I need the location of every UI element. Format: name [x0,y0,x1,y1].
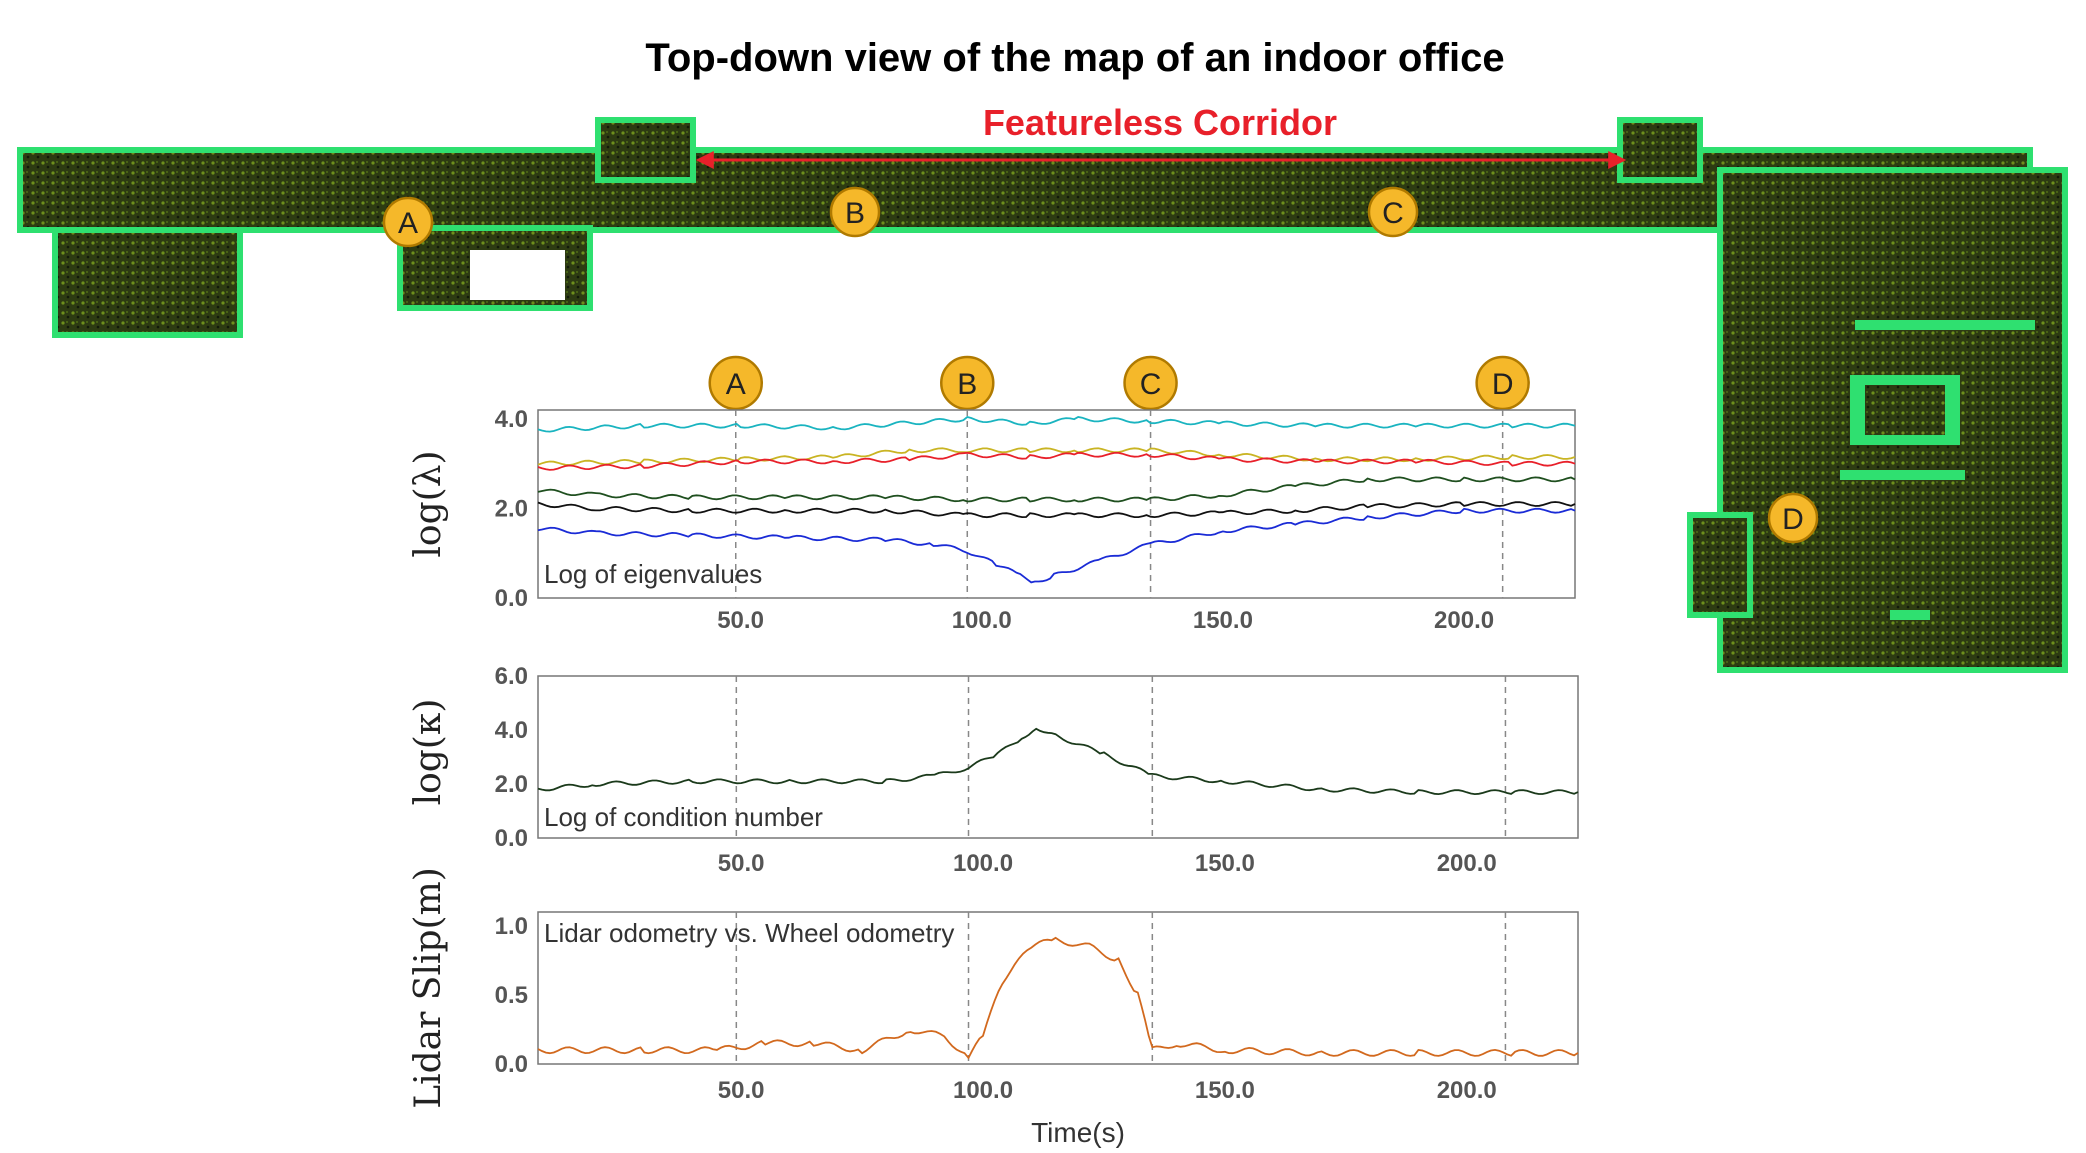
y-tick-label: 2.0 [495,771,528,798]
x-tick-label: 150.0 [1195,850,1255,877]
x-axis-label: Time(s) [1031,1117,1125,1148]
y-tick-label: 0.0 [495,825,528,852]
x-tick-label: 100.0 [952,607,1012,634]
office-map [17,117,2068,673]
series-line-eig_red [537,451,1576,471]
y-axis-label: log(λ) [408,450,449,557]
panel-annotation: Log of eigenvalues [544,559,762,589]
event-marker-label: D [1492,368,1514,401]
series-line-eig_cyan [537,416,1576,433]
event-marker-circle [940,355,995,411]
map-marker-label: C [1382,197,1404,230]
map-marker-circle [829,186,881,238]
figure-title: Top-down view of the map of an indoor of… [645,36,1505,80]
series-line-eig_yellow [537,447,1576,466]
series-line-cond [537,727,1579,796]
map-marker-circle [382,196,434,248]
map-marker-label: B [845,197,865,230]
event-guides: A B C D [708,355,1530,411]
map-marker-b: B [829,186,881,238]
series-line-slip [537,936,1579,1060]
y-tick-label: 0.5 [495,982,528,1009]
x-tick-label: 50.0 [718,1077,765,1104]
y-tick-label: 1.0 [495,913,528,940]
series-line-eig_black [537,501,1576,519]
x-tick-label: 100.0 [953,850,1013,877]
event-marker-label: B [957,368,977,401]
chart-panel-3: 0.0 0.5 1.0 50.0 100.0 150.0 200.0 Lidar odomet… [408,867,1579,1109]
y-tick-label: 6.0 [495,663,528,690]
event-marker-circle [708,355,764,411]
series-line-eig_darkgreen [537,476,1576,503]
chart-panel-1: 0.0 2.0 4.0 50.0 100.0 150.0 200.0 Log of eigen… [408,406,1576,634]
x-tick-label: 200.0 [1437,1077,1497,1104]
x-tick-label: 50.0 [717,607,764,634]
x-tick-label: 150.0 [1195,1077,1255,1104]
map-marker-c: C [1367,186,1419,238]
map-markers: A B C D [382,186,1819,544]
y-tick-label: 0.0 [495,585,528,612]
map-marker-label: D [1782,503,1804,536]
plot-frame [537,911,1579,1065]
x-tick-label: 150.0 [1193,607,1253,634]
event-marker-a: A [708,355,764,411]
right-alcove-region [1617,117,1703,183]
left-alcove-region [595,117,696,183]
featureless-corridor-annotation: Featureless Corridor [695,102,1627,169]
event-marker-d: D [1475,355,1530,411]
y-tick-label: 4.0 [495,406,528,433]
corridor-label: Featureless Corridor [983,102,1337,143]
panel-annotation: Log of condition number [544,802,823,832]
map-marker-circle [1767,492,1819,544]
event-marker-b: B [940,355,995,411]
map-void [470,250,565,300]
event-marker-circle [1475,355,1530,411]
charts: A B C D 0.0 2.0 4.0 50.0 100.0 150.0 200.0 Log of e… [408,355,1579,1109]
map-marker-d: D [1767,492,1819,544]
y-tick-label: 4.0 [495,717,528,744]
plot-frame [537,675,1579,839]
event-marker-circle [1123,355,1178,411]
event-marker-c: C [1123,355,1178,411]
y-tick-label: 2.0 [495,495,528,522]
chart-panel-2: 0.0 2.0 4.0 6.0 50.0 100.0 150.0 200.0 Log of co… [408,663,1579,877]
y-tick-label: 0.0 [495,1051,528,1078]
left-room-region [52,227,243,338]
x-tick-label: 200.0 [1437,850,1497,877]
x-tick-label: 200.0 [1434,607,1494,634]
event-marker-label: A [726,368,746,401]
right-room-notch [1687,512,1753,618]
y-axis-label: Lidar Slip(m) [408,867,449,1109]
x-tick-label: 100.0 [953,1077,1013,1104]
x-tick-label: 50.0 [718,850,765,877]
map-marker-circle [1367,186,1419,238]
map-marker-a: A [382,196,434,248]
series-line-eig_blue [537,507,1576,584]
plot-frame [537,409,1576,599]
map-marker-label: A [398,207,418,240]
y-axis-label: log(κ) [408,699,449,806]
event-marker-label: C [1140,368,1162,401]
panel-annotation: Lidar odometry vs. Wheel odometry [544,918,954,948]
